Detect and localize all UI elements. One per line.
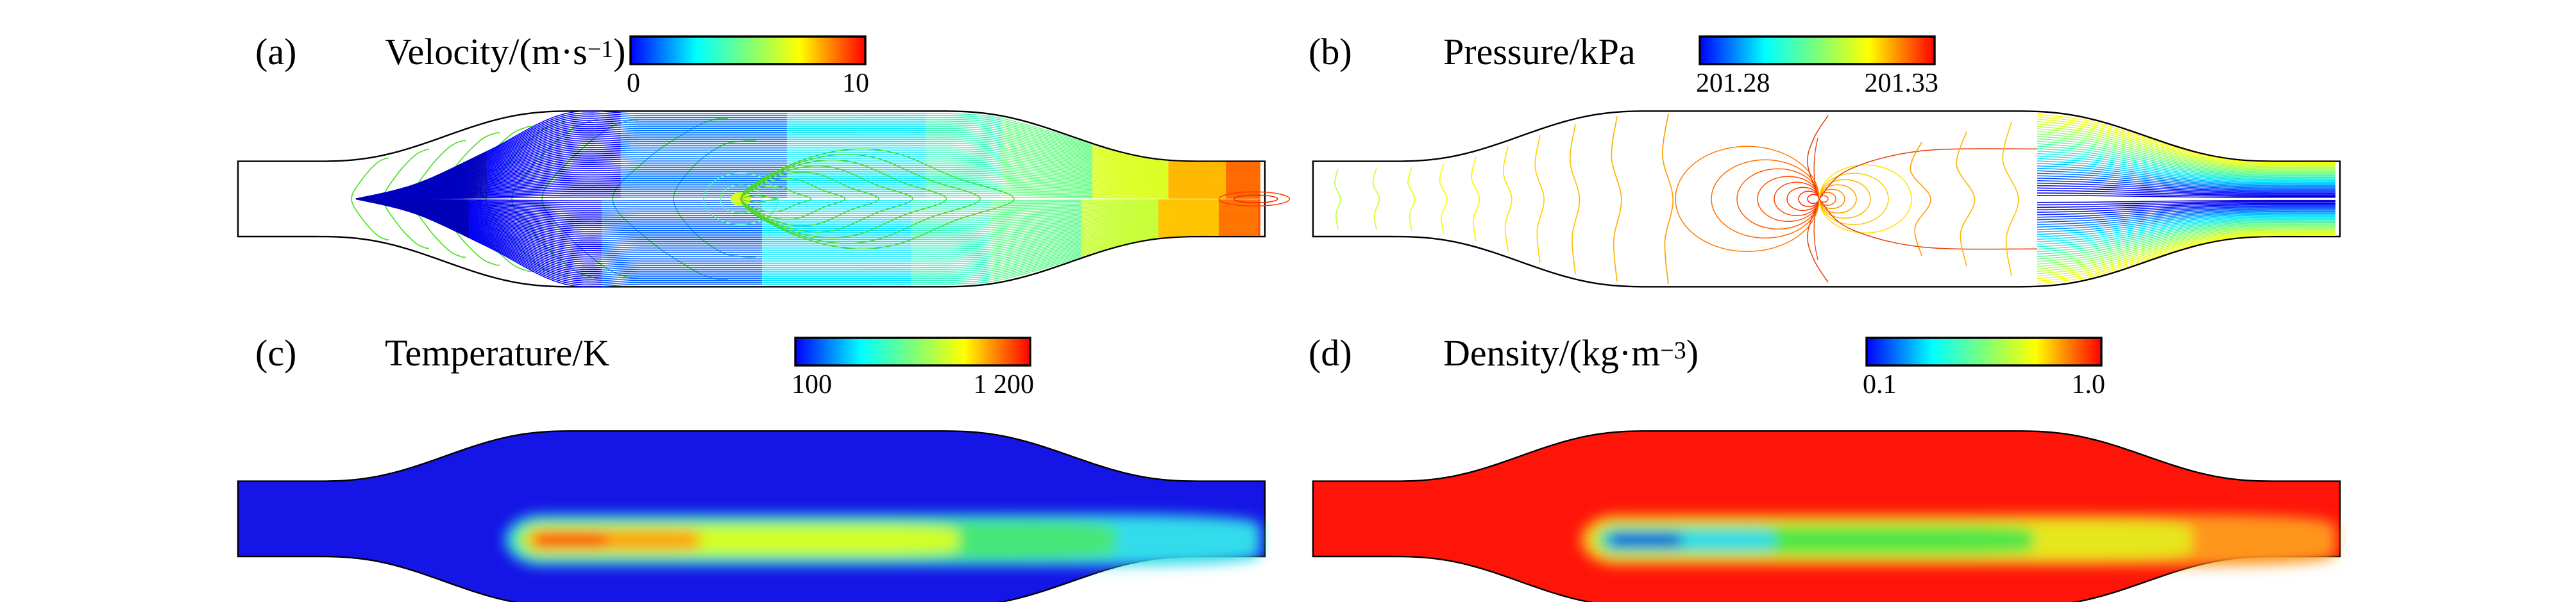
svg-text:0: 0	[627, 69, 640, 98]
svg-text:100: 100	[792, 370, 832, 399]
svg-text:(d): (d)	[1309, 332, 1352, 374]
svg-text:Temperature/K: Temperature/K	[385, 332, 609, 374]
svg-text:0.1: 0.1	[1863, 370, 1897, 399]
svg-text:(b): (b)	[1309, 31, 1352, 72]
svg-text:10: 10	[842, 69, 869, 98]
svg-text:1 200: 1 200	[974, 370, 1035, 399]
svg-text:(c): (c)	[255, 332, 296, 374]
svg-text:201.28: 201.28	[1696, 69, 1770, 98]
svg-text:(a): (a)	[255, 31, 296, 72]
svg-text:1.0: 1.0	[2072, 370, 2106, 399]
svg-text:Pressure/kPa: Pressure/kPa	[1443, 31, 1636, 72]
svg-text:201.33: 201.33	[1865, 69, 1939, 98]
